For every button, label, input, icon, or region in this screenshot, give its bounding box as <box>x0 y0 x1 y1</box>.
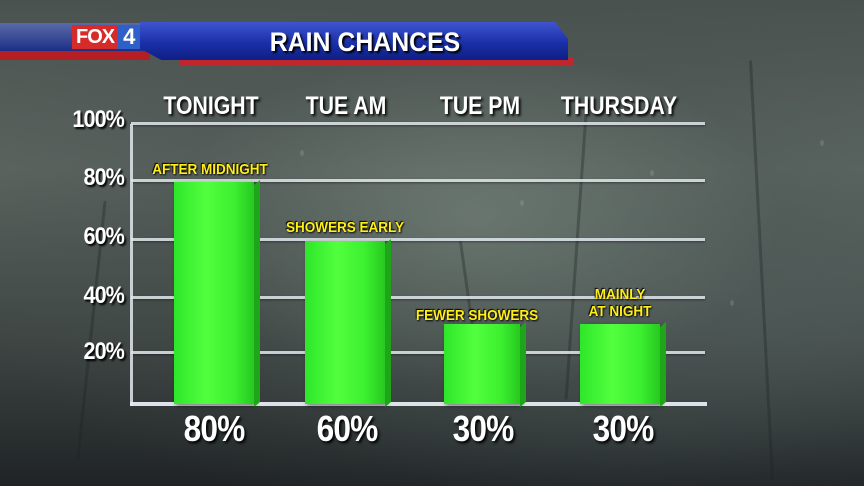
banner-left-red-stripe <box>0 51 150 60</box>
bar-tue-am <box>305 241 385 404</box>
gridline-20 <box>131 351 705 354</box>
gridline-100 <box>131 122 705 125</box>
annotation-after-midnight: AFTER MIDNIGHT <box>152 161 268 178</box>
value-label-tue-pm: 30% <box>452 408 515 449</box>
x-axis-line <box>130 402 707 406</box>
y-tick-40: 40% <box>83 282 124 309</box>
y-tick-80: 80% <box>83 164 124 191</box>
category-label-tue-am: TUE AM <box>305 92 387 120</box>
fox4-logo: FOX 4 <box>72 25 141 49</box>
rain-drop <box>730 300 734 306</box>
rain-drop <box>820 140 824 146</box>
category-label-tue-pm: TUE PM <box>439 92 521 120</box>
annotation-fewer-showers: FEWER SHOWERS <box>415 307 539 324</box>
bar-tue-pm <box>444 324 520 404</box>
rain-drop <box>520 200 524 206</box>
gridline-60 <box>131 238 705 241</box>
title-banner <box>140 22 568 60</box>
rain-streak <box>749 60 774 480</box>
page-title: RAIN CHANCES <box>269 27 461 57</box>
y-tick-100: 100% <box>72 106 125 133</box>
y-tick-60: 60% <box>83 223 124 250</box>
annotation-showers-early: SHOWERS EARLY <box>285 219 405 236</box>
annotation-line-2: AT NIGHT <box>588 303 652 320</box>
y-axis-line <box>130 124 133 406</box>
annotation-line-1: MAINLY <box>594 286 646 303</box>
rain-drop <box>300 150 304 156</box>
bar-tonight <box>174 182 254 404</box>
category-label-thursday: THURSDAY <box>560 92 678 120</box>
value-label-tue-am: 60% <box>316 408 379 449</box>
gridline-40 <box>131 296 705 299</box>
banner-red-underline <box>180 58 574 66</box>
y-tick-20: 20% <box>83 338 124 365</box>
rain-drop <box>650 170 654 176</box>
bar-thursday <box>580 324 660 404</box>
logo-number: 4 <box>118 25 141 49</box>
value-label-thursday: 30% <box>592 408 655 449</box>
logo-fox: FOX <box>72 25 119 49</box>
category-label-tonight: TONIGHT <box>163 92 259 120</box>
gridline-80 <box>131 179 705 182</box>
value-label-tonight: 80% <box>183 408 246 449</box>
annotation-mainly-at-night: MAINLY AT NIGHT <box>566 286 674 320</box>
